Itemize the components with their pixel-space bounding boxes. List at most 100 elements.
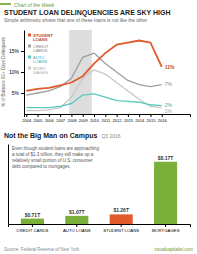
bar [154, 162, 177, 224]
tick-label: 15% [9, 48, 20, 54]
axis-line [24, 31, 25, 115]
source: Source: Federal Reserve of New York [4, 247, 80, 252]
tick-label: 2011 [102, 118, 111, 123]
legend-swatch [28, 56, 31, 59]
tick-label: 2015 [147, 118, 157, 123]
legend-label: AUTOLOANS [33, 55, 47, 65]
title: Not the Big Man on Campus [4, 132, 97, 140]
tick-mark [165, 224, 166, 227]
bar [21, 219, 44, 224]
tick: 2015 [147, 114, 157, 123]
value-label: 11% [165, 64, 175, 70]
tick-label: 2008 [67, 118, 77, 123]
tick-label: 2010 [90, 118, 100, 123]
legend: STUDENTLOANSCREDITCARDSAUTOLOANSMORT-GAG… [28, 33, 53, 76]
tick-mark [83, 114, 84, 117]
tick-mark [60, 114, 61, 117]
tick: 2012 [113, 114, 123, 123]
tick: 2011 [102, 114, 111, 123]
title: STUDENT LOAN DELINQUENCIES ARE SKY HIGH [4, 9, 170, 17]
tick: 2004 [22, 114, 32, 123]
line [26, 41, 162, 91]
value-label: 2% [165, 108, 173, 114]
text-line: debt compared to mortgages. [12, 164, 71, 169]
tick-mark [150, 114, 151, 117]
subtitle: Q3 2016 [101, 133, 120, 139]
legend-item: AUTOLOANS [28, 55, 47, 65]
kicker: Chart of the Week [14, 2, 55, 8]
tick: 2006 [45, 114, 55, 123]
tick: MORTGAGES [152, 224, 180, 233]
bar [110, 214, 133, 224]
tick: AUTO LOANS [63, 224, 91, 233]
axis: 2004200520062007200820092010201120122013… [22, 114, 190, 123]
legend-swatch [28, 34, 31, 37]
annotation: Even though student loans are approachin… [12, 146, 100, 169]
chart: Chart of the WeekSTUDENT LOAN DELINQUENC… [0, 0, 197, 254]
tick: 2007 [56, 114, 66, 123]
tick-mark [162, 114, 163, 117]
tick-label: 2004 [22, 118, 32, 123]
tick-mark [21, 72, 24, 73]
tick-label: 2005 [34, 118, 44, 123]
tick-mark [32, 224, 33, 227]
tick-mark [49, 114, 50, 117]
axis: 5%10%15% [9, 31, 25, 115]
tick-label: 2009 [79, 118, 89, 123]
legend-swatch [28, 67, 31, 70]
value-label: 2% [165, 102, 173, 108]
tick: CREDIT CARDS [16, 224, 48, 233]
legend-label: CREDITCARDS [33, 44, 49, 54]
tick-label: 2012 [113, 118, 123, 123]
tick-label: 5% [12, 90, 20, 96]
tick-mark [38, 114, 39, 117]
tick-mark [94, 114, 95, 117]
value-label: $0.71T [25, 212, 41, 218]
legend-item: STUDENTLOANS [28, 33, 53, 43]
value-label: $1.07T [69, 209, 85, 215]
tick-label: CREDIT CARDS [16, 228, 48, 233]
tick-mark [21, 93, 24, 94]
line [26, 70, 162, 111]
tick-mark [71, 114, 72, 117]
plot-area [26, 30, 162, 114]
axis-title: % of Balance 90+ Days Delinquent [1, 36, 6, 106]
tick-mark [21, 51, 24, 52]
tick-label: 2016 [158, 118, 168, 123]
tick-label: AUTO LOANS [63, 228, 91, 233]
axis: CREDIT CARDS AUTO LOANS STUDENT LOANS MORTG… [9, 224, 191, 233]
text-line: relatively small portion of U.S. consume… [12, 158, 93, 163]
tick-label: 2006 [45, 118, 55, 123]
legend-label: STUDENTLOANS [33, 33, 53, 43]
tick: 2009 [79, 114, 89, 123]
tick-mark [128, 114, 129, 117]
legend-item: CREDITCARDS [28, 44, 49, 54]
tick-label: 2013 [124, 118, 134, 123]
axis-line [8, 145, 9, 225]
text-line: CARDS [33, 48, 48, 53]
tick: 2013 [124, 114, 134, 123]
tick: 2014 [135, 114, 145, 123]
legend-label: MORT-GAGES [33, 66, 48, 76]
line [26, 94, 162, 108]
bar [65, 216, 88, 224]
credit: visualcapitalist.com [154, 247, 193, 252]
legend-swatch [28, 45, 31, 48]
tick-mark [117, 114, 118, 117]
tick-mark [121, 224, 122, 227]
tick-label: STUDENT LOANS [103, 228, 139, 233]
axis-line [9, 225, 191, 228]
text-line: LOANS [33, 37, 48, 42]
recession-band [69, 30, 92, 114]
tick: 2005 [34, 114, 44, 123]
value-label: $1.26T [113, 207, 129, 213]
text-line: Even though student loans are approachin… [12, 146, 100, 151]
tick-label: 2014 [135, 118, 145, 123]
accent [0, 3, 11, 5]
value-label: $8.17T [158, 155, 174, 161]
tick-mark [105, 114, 106, 117]
tick: 15% [9, 48, 24, 54]
value-label: 7% [165, 81, 173, 87]
tick-label: MORTGAGES [152, 228, 180, 233]
axis-line [25, 115, 191, 118]
